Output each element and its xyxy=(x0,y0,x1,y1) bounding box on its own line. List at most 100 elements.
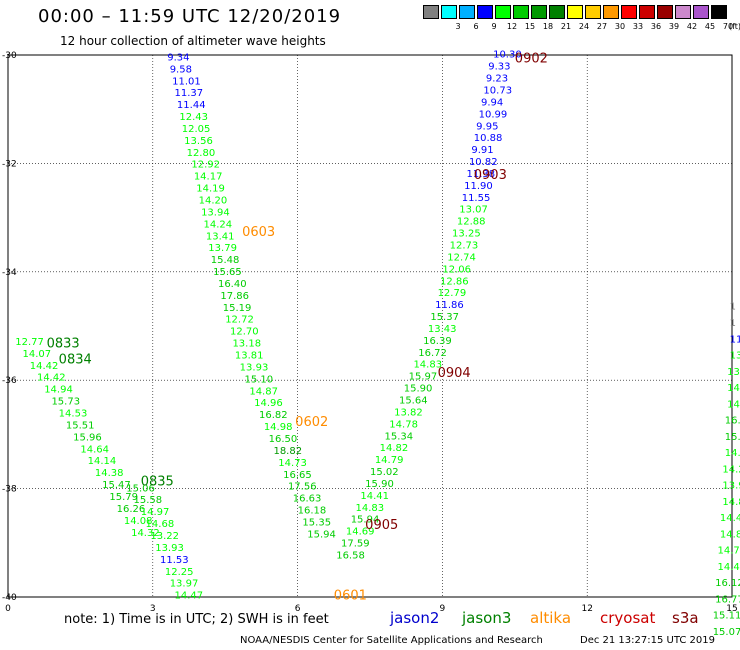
wave-height-value: 14.19 xyxy=(196,184,225,195)
wave-height-value: 15.73 xyxy=(51,397,80,408)
y-tick-label: -40 xyxy=(2,593,17,603)
legend-swatch xyxy=(621,5,637,19)
x-tick-label: 9 xyxy=(440,604,446,614)
track-label: 0903 xyxy=(474,168,507,183)
satellite-name: jason2 xyxy=(390,609,440,627)
wave-height-value: 15.90 xyxy=(365,479,394,490)
credit-line: NOAA/NESDIS Center for Satellite Applica… xyxy=(240,635,543,646)
wave-height-value: 14.87 xyxy=(249,386,278,397)
wave-height-value: 14.79 xyxy=(375,455,404,466)
wave-height-value: 15.37 xyxy=(430,312,459,323)
track-labels: 0902 0903 0904 0905 0603 0602 0601 0833 0834 0835 xyxy=(47,52,548,604)
wave-height-value: 17.56 xyxy=(288,482,317,493)
wave-height-value: 13.18 xyxy=(232,339,261,350)
wave-height-value: 12.86 xyxy=(440,276,469,287)
wave-height-value: 16.72 xyxy=(418,348,447,359)
legend-swatch xyxy=(531,5,547,19)
legend-label: 24 xyxy=(578,22,590,31)
wave-height-value: 13.79 xyxy=(208,243,237,254)
track-label: 0834 xyxy=(59,353,92,368)
wave-height-value: 13.25 xyxy=(452,229,481,240)
wave-height-value: 15.79 xyxy=(109,492,138,503)
wave-height-value: 12.77 xyxy=(15,337,44,348)
legend-swatch xyxy=(459,5,475,19)
legend-swatch xyxy=(603,5,619,19)
legend-label: 21 xyxy=(560,22,572,31)
legend-swatch xyxy=(639,5,655,19)
legend-swatch xyxy=(513,5,529,19)
wave-height-value: 13.56 xyxy=(184,136,213,147)
wave-height-value: 12.25 xyxy=(165,567,194,578)
wave-height-value: 14.49 xyxy=(720,513,740,524)
wave-height-value: 12.92 xyxy=(191,160,220,171)
wave-height-value: 16.65 xyxy=(283,470,312,481)
wave-height-value: 17.59 xyxy=(341,539,370,550)
legend-label: 12 xyxy=(506,22,518,31)
wave-height-value: 14.17 xyxy=(194,172,223,183)
wave-height-value: 13 xyxy=(730,351,740,362)
wave-height-value: 15.96 xyxy=(73,432,102,443)
legend-label: 15 xyxy=(524,22,536,31)
wave-height-value: 13.93 xyxy=(155,543,184,554)
wave-height-value: 14.07 xyxy=(22,349,51,360)
legend-label: 9 xyxy=(491,22,497,31)
wave-height-value: 13.82 xyxy=(394,407,423,418)
track-label: 0603 xyxy=(242,225,275,240)
track-label: 0905 xyxy=(365,518,398,533)
wave-height-value: 13.22 xyxy=(150,531,179,542)
wave-height-value: 12.80 xyxy=(187,148,216,159)
wave-height-value: 14.96 xyxy=(254,398,283,409)
legend-swatch xyxy=(423,5,439,19)
legend-swatch xyxy=(549,5,565,19)
page-subtitle: 12 hour collection of altimeter wave hei… xyxy=(60,34,326,48)
wave-height-value: 15.58 xyxy=(133,495,162,506)
wave-height-value: 14.41 xyxy=(360,491,389,502)
legend-label: 30 xyxy=(614,22,626,31)
wave-height-value: 11.37 xyxy=(175,88,204,99)
wave-height-value: 14.83 xyxy=(356,503,385,514)
wave-height-value: 15.48 xyxy=(211,255,240,266)
legend-swatch xyxy=(693,5,709,19)
legend-label: 39 xyxy=(668,22,680,31)
wave-height-value: 1 xyxy=(730,302,736,313)
wave-height-value: 10.30 xyxy=(493,50,522,61)
wave-height-value: 15.94 xyxy=(351,515,380,526)
wave-height-value: 15.06 xyxy=(126,483,155,494)
legend-swatch xyxy=(585,5,601,19)
page-title: 00:00 – 11:59 UTC 12/20/2019 xyxy=(38,6,342,27)
legend-label: 70 xyxy=(722,22,734,31)
satellite-name: altika xyxy=(530,609,572,627)
wave-height-value: 13.9 xyxy=(722,481,740,492)
satellite-name: jason3 xyxy=(462,609,512,627)
wave-height-value: 14.42 xyxy=(37,373,66,384)
legend-label: 36 xyxy=(650,22,662,31)
wave-height-value: 14.24 xyxy=(203,219,232,230)
wave-height-value: 13.81 xyxy=(235,351,264,362)
legend-label: 33 xyxy=(632,22,644,31)
wave-height-value: 10.73 xyxy=(483,85,512,96)
wave-height-value: 11.90 xyxy=(464,181,493,192)
track-label: 0602 xyxy=(295,415,328,430)
y-tick-label: -32 xyxy=(2,159,17,169)
wave-height-value: 14.98 xyxy=(264,422,293,433)
wave-height-value: 16.82 xyxy=(259,410,288,421)
wave-height-value: 9.58 xyxy=(170,64,192,75)
wave-height-value: 14.83 xyxy=(720,529,740,540)
wave-height-value: 16.26 xyxy=(117,504,146,515)
track-label: 0601 xyxy=(334,588,367,603)
wave-height-value: 15.97 xyxy=(409,372,438,383)
wave-height-value: 16.40 xyxy=(218,279,247,290)
wave-height-value: 14 xyxy=(727,383,740,394)
wave-height-value: 12.72 xyxy=(225,315,254,326)
wave-height-value: 15.3 xyxy=(725,432,740,443)
wave-height-points: 9.349.5811.0111.3711.4412.4312.0513.5612… xyxy=(15,50,740,638)
legend-swatch xyxy=(657,5,673,19)
wave-height-value: 11.86 xyxy=(435,300,464,311)
wave-height-value: 11.53 xyxy=(160,555,189,566)
wave-height-value: 14 xyxy=(727,399,740,410)
wave-height-value: 9.23 xyxy=(486,74,508,85)
wave-height-value: 12.79 xyxy=(438,288,467,299)
wave-height-value: 9.94 xyxy=(481,97,503,108)
wave-height-value: 14.83 xyxy=(413,360,442,371)
